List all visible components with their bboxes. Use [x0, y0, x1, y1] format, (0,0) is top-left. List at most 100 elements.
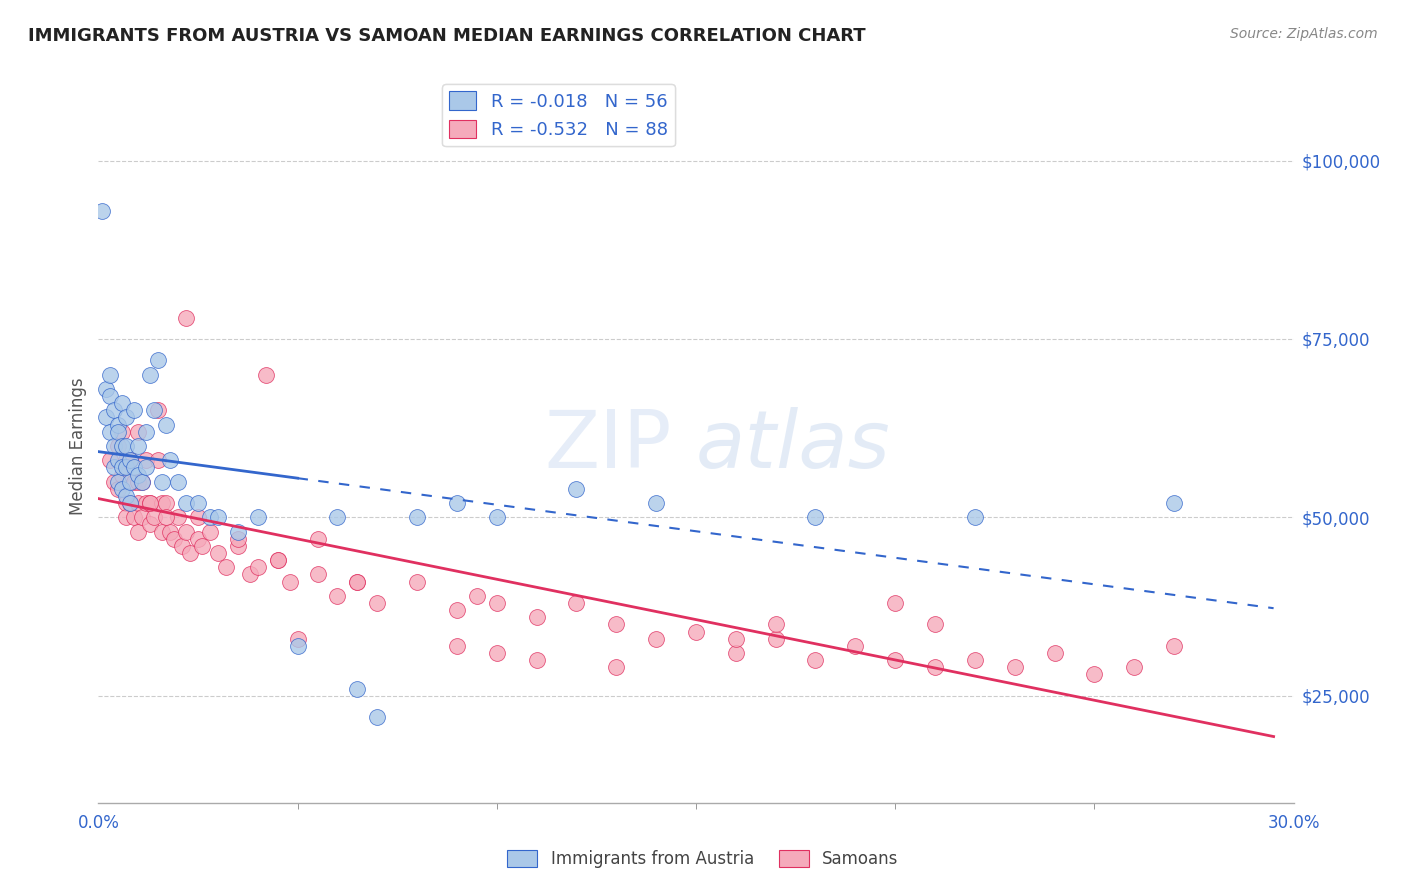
- Point: [167, 475, 190, 489]
- Point: [239, 567, 262, 582]
- Point: [115, 410, 138, 425]
- Text: ZIP: ZIP: [544, 407, 672, 485]
- Text: Source: ZipAtlas.com: Source: ZipAtlas.com: [1230, 27, 1378, 41]
- Point: [924, 660, 946, 674]
- Point: [167, 510, 190, 524]
- Point: [127, 439, 149, 453]
- Point: [150, 496, 173, 510]
- Point: [155, 510, 177, 524]
- Text: atlas: atlas: [696, 407, 891, 485]
- Point: [124, 403, 146, 417]
- Point: [135, 496, 157, 510]
- Point: [107, 482, 129, 496]
- Point: [172, 539, 194, 553]
- Point: [148, 353, 170, 368]
- Point: [226, 539, 249, 553]
- Point: [115, 496, 138, 510]
- Point: [120, 453, 142, 467]
- Point: [605, 660, 627, 674]
- Point: [174, 496, 197, 510]
- Point: [346, 574, 368, 589]
- Point: [724, 646, 747, 660]
- Point: [485, 596, 508, 610]
- Point: [963, 653, 986, 667]
- Point: [765, 632, 787, 646]
- Point: [246, 560, 269, 574]
- Point: [127, 524, 149, 539]
- Point: [645, 632, 668, 646]
- Point: [526, 653, 548, 667]
- Point: [120, 453, 142, 467]
- Point: [187, 496, 209, 510]
- Point: [198, 524, 221, 539]
- Point: [107, 417, 129, 432]
- Point: [131, 510, 153, 524]
- Point: [150, 524, 173, 539]
- Point: [884, 653, 907, 667]
- Point: [143, 403, 166, 417]
- Point: [148, 403, 170, 417]
- Point: [844, 639, 866, 653]
- Point: [246, 510, 269, 524]
- Point: [107, 425, 129, 439]
- Point: [1163, 496, 1185, 510]
- Point: [685, 624, 707, 639]
- Point: [287, 632, 309, 646]
- Point: [326, 589, 349, 603]
- Legend: R = -0.018   N = 56, R = -0.532   N = 88: R = -0.018 N = 56, R = -0.532 N = 88: [441, 84, 675, 146]
- Point: [91, 203, 114, 218]
- Point: [446, 603, 468, 617]
- Point: [120, 496, 142, 510]
- Point: [565, 596, 588, 610]
- Y-axis label: Median Earnings: Median Earnings: [69, 377, 87, 515]
- Point: [765, 617, 787, 632]
- Point: [565, 482, 588, 496]
- Point: [226, 532, 249, 546]
- Point: [307, 567, 329, 582]
- Point: [215, 560, 238, 574]
- Point: [139, 496, 162, 510]
- Point: [103, 403, 125, 417]
- Point: [155, 496, 177, 510]
- Point: [124, 460, 146, 475]
- Point: [346, 574, 368, 589]
- Point: [187, 510, 209, 524]
- Point: [278, 574, 301, 589]
- Point: [804, 510, 827, 524]
- Point: [124, 510, 146, 524]
- Point: [135, 425, 157, 439]
- Point: [446, 639, 468, 653]
- Point: [159, 453, 181, 467]
- Point: [111, 467, 134, 482]
- Point: [179, 546, 201, 560]
- Point: [115, 460, 138, 475]
- Point: [287, 639, 309, 653]
- Point: [1043, 646, 1066, 660]
- Point: [111, 425, 134, 439]
- Point: [127, 475, 149, 489]
- Point: [963, 510, 986, 524]
- Point: [120, 475, 142, 489]
- Point: [924, 617, 946, 632]
- Point: [98, 368, 122, 382]
- Point: [127, 496, 149, 510]
- Point: [107, 439, 129, 453]
- Point: [150, 475, 173, 489]
- Point: [107, 453, 129, 467]
- Point: [98, 425, 122, 439]
- Point: [207, 546, 229, 560]
- Point: [465, 589, 488, 603]
- Point: [103, 460, 125, 475]
- Point: [135, 460, 157, 475]
- Point: [107, 475, 129, 489]
- Point: [645, 496, 668, 510]
- Point: [103, 439, 125, 453]
- Point: [115, 489, 138, 503]
- Point: [111, 439, 134, 453]
- Point: [1083, 667, 1105, 681]
- Point: [198, 510, 221, 524]
- Point: [254, 368, 277, 382]
- Point: [406, 574, 429, 589]
- Point: [1123, 660, 1146, 674]
- Point: [267, 553, 290, 567]
